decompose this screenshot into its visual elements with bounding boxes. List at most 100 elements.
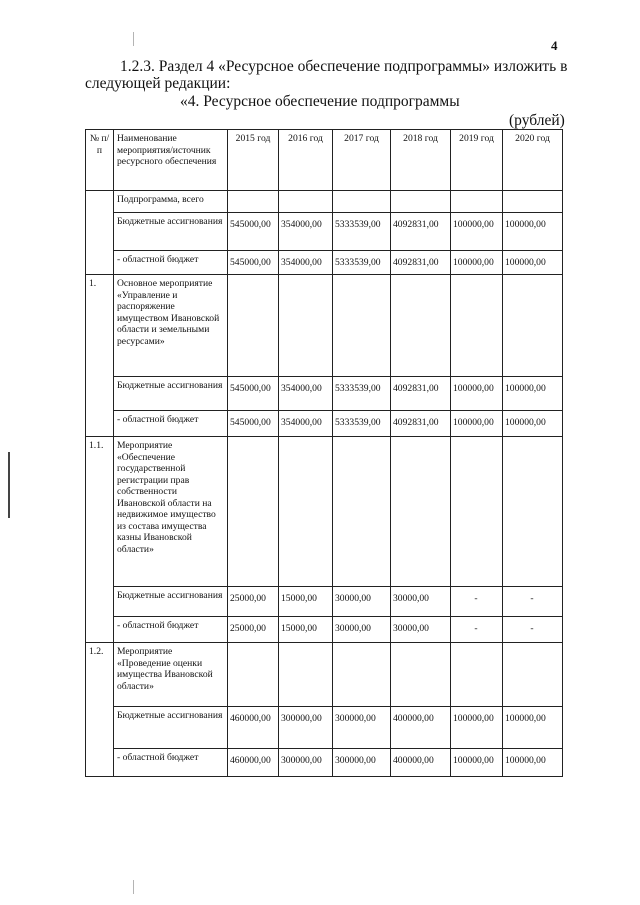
row-value bbox=[332, 274, 391, 377]
row-value bbox=[390, 642, 451, 707]
row-value bbox=[450, 190, 503, 213]
row-number bbox=[85, 586, 114, 617]
scan-margin-mark bbox=[8, 452, 10, 518]
table-row: - областной бюджет 25000,00 15000,00 30000,… bbox=[85, 616, 563, 643]
table-row: - областной бюджет 545000,00 354000,00 5333… bbox=[85, 250, 563, 275]
table-row: - областной бюджет 460000,00 300000,00 3000… bbox=[85, 748, 563, 777]
row-value: 545000,00 bbox=[227, 212, 279, 251]
resource-table: № п/п Наименование мероприятия/источник … bbox=[85, 129, 563, 777]
row-value: 15000,00 bbox=[278, 616, 333, 643]
row-value: 100000,00 bbox=[450, 250, 503, 275]
row-value bbox=[332, 436, 391, 587]
row-value bbox=[502, 436, 563, 587]
row-number bbox=[85, 616, 114, 643]
table-row: Бюджетные ассигнования 545000,00 354000,00… bbox=[85, 376, 563, 411]
row-name: Бюджетные ассигнования bbox=[113, 706, 228, 749]
row-value: 4092831,00 bbox=[390, 212, 451, 251]
row-value: 400000,00 bbox=[390, 706, 451, 749]
header-2019: 2019 год bbox=[450, 129, 503, 191]
table-row: Подпрограмма, всего bbox=[85, 190, 563, 213]
row-name: - областной бюджет bbox=[113, 250, 228, 275]
row-value bbox=[390, 274, 451, 377]
header-name: Наименование мероприятия/источник ресурс… bbox=[113, 129, 228, 191]
row-value: 100000,00 bbox=[502, 212, 563, 251]
row-number bbox=[85, 376, 114, 411]
row-name: - областной бюджет bbox=[113, 410, 228, 437]
row-number: 1.1. bbox=[85, 436, 114, 587]
row-value: 30000,00 bbox=[390, 586, 451, 617]
row-value bbox=[502, 642, 563, 707]
row-value bbox=[450, 642, 503, 707]
row-value: 100000,00 bbox=[450, 212, 503, 251]
row-value bbox=[278, 642, 333, 707]
row-value: 545000,00 bbox=[227, 376, 279, 411]
row-value bbox=[502, 274, 563, 377]
row-value: 100000,00 bbox=[450, 748, 503, 777]
header-2020: 2020 год bbox=[502, 129, 563, 191]
row-value: 545000,00 bbox=[227, 410, 279, 437]
row-value: 15000,00 bbox=[278, 586, 333, 617]
table-row: - областной бюджет 545000,00 354000,00 5333… bbox=[85, 410, 563, 437]
row-value: 354000,00 bbox=[278, 250, 333, 275]
row-name: Подпрограмма, всего bbox=[113, 190, 228, 213]
row-value: 100000,00 bbox=[502, 376, 563, 411]
row-value: 25000,00 bbox=[227, 616, 279, 643]
row-value: - bbox=[450, 616, 503, 643]
row-value: 100000,00 bbox=[502, 410, 563, 437]
header-no: № п/п bbox=[85, 129, 114, 191]
row-name: Бюджетные ассигнования bbox=[113, 212, 228, 251]
row-value: 100000,00 bbox=[450, 376, 503, 411]
row-value bbox=[390, 436, 451, 587]
row-value: 460000,00 bbox=[227, 706, 279, 749]
row-value: 5333539,00 bbox=[332, 250, 391, 275]
row-value: 100000,00 bbox=[502, 748, 563, 777]
row-number bbox=[85, 410, 114, 437]
row-value: 354000,00 bbox=[278, 212, 333, 251]
row-value: 100000,00 bbox=[502, 250, 563, 275]
header-2017: 2017 год bbox=[332, 129, 391, 191]
row-value: 100000,00 bbox=[502, 706, 563, 749]
row-value bbox=[332, 190, 391, 213]
row-name: Бюджетные ассигнования bbox=[113, 586, 228, 617]
page-number: 4 bbox=[551, 38, 558, 53]
row-value bbox=[278, 436, 333, 587]
row-value: 4092831,00 bbox=[390, 376, 451, 411]
table-row: 1.1. Мероприятие «Обеспечение государстве… bbox=[85, 436, 563, 587]
row-value: 4092831,00 bbox=[390, 410, 451, 437]
row-value: 30000,00 bbox=[390, 616, 451, 643]
row-value: 300000,00 bbox=[278, 706, 333, 749]
row-name: Основное мероприятие «Управление и распо… bbox=[113, 274, 228, 377]
row-number: 1. bbox=[85, 274, 114, 377]
table-row: 1. Основное мероприятие «Управление и рас… bbox=[85, 274, 563, 377]
row-number bbox=[85, 190, 114, 213]
row-value: 400000,00 bbox=[390, 748, 451, 777]
row-value bbox=[450, 274, 503, 377]
row-value: 25000,00 bbox=[227, 586, 279, 617]
row-value: 100000,00 bbox=[450, 706, 503, 749]
row-value: 30000,00 bbox=[332, 616, 391, 643]
row-value: 300000,00 bbox=[332, 748, 391, 777]
row-number bbox=[85, 250, 114, 275]
table-row: Бюджетные ассигнования 25000,00 15000,00 30… bbox=[85, 586, 563, 617]
intro-text-continued: следующей редакции: bbox=[85, 75, 231, 92]
row-value: 5333539,00 bbox=[332, 410, 391, 437]
row-value bbox=[390, 190, 451, 213]
row-value bbox=[502, 190, 563, 213]
row-number bbox=[85, 706, 114, 749]
table-header-row: № п/п Наименование мероприятия/источник … bbox=[85, 129, 563, 191]
row-value: 545000,00 bbox=[227, 250, 279, 275]
row-value bbox=[332, 642, 391, 707]
row-value bbox=[227, 274, 279, 377]
intro-text: 1.2.3. Раздел 4 «Ресурсное обеспечение п… bbox=[120, 58, 568, 75]
table-row: Бюджетные ассигнования 545000,00 354000,00… bbox=[85, 212, 563, 251]
section-title: «4. Ресурсное обеспечение подпрограммы bbox=[180, 93, 460, 110]
row-value bbox=[450, 436, 503, 587]
row-value: - bbox=[450, 586, 503, 617]
row-value bbox=[278, 190, 333, 213]
row-value: 354000,00 bbox=[278, 410, 333, 437]
row-number: 1.2. bbox=[85, 642, 114, 707]
row-name: Мероприятие «Обеспечение государственной… bbox=[113, 436, 228, 587]
units-label: (рублей) bbox=[509, 112, 565, 129]
row-value: 5333539,00 bbox=[332, 212, 391, 251]
header-2015: 2015 год bbox=[227, 129, 279, 191]
